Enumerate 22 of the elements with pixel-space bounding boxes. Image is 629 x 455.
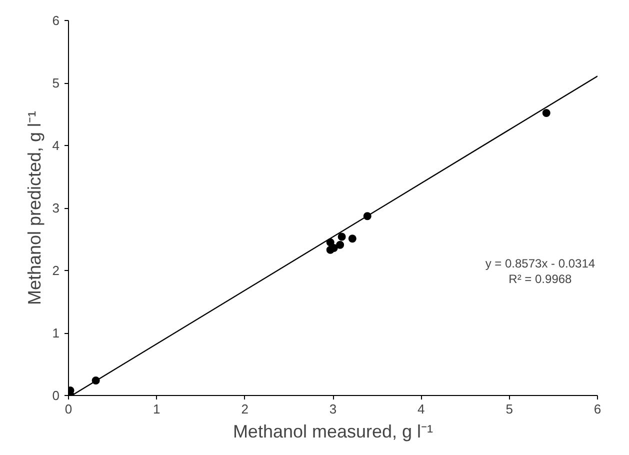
annotation: R² = 0.9968 xyxy=(508,272,572,286)
y-tick-label: 1 xyxy=(52,326,60,340)
y-tick-label: 5 xyxy=(52,76,60,90)
point xyxy=(348,234,356,243)
x-tick-label: 5 xyxy=(506,402,513,416)
y-tick-label: 0 xyxy=(52,388,60,403)
y-tick-label: 6 xyxy=(52,13,60,28)
y-tick-label: 4 xyxy=(52,138,60,153)
y-tick-label: 2 xyxy=(52,263,60,278)
y-tick-label: 3 xyxy=(52,200,60,216)
x-tick-label: 4 xyxy=(418,402,425,416)
x-axis-title: Methanol measured, g l⁻¹ xyxy=(232,422,434,442)
point xyxy=(338,232,346,241)
x-tick-label: 6 xyxy=(594,402,602,416)
x-tick-label: 3 xyxy=(329,402,337,416)
point xyxy=(336,240,344,249)
annotation: y = 0.8573x - 0.0314 xyxy=(485,256,596,270)
x-tick-label: 1 xyxy=(153,402,160,416)
x-tick-label: 2 xyxy=(241,402,248,416)
y-axis-title: Methanol predicted, g l⁻¹ xyxy=(24,110,44,306)
x-tick-label: 0 xyxy=(64,402,72,416)
point xyxy=(542,109,550,117)
